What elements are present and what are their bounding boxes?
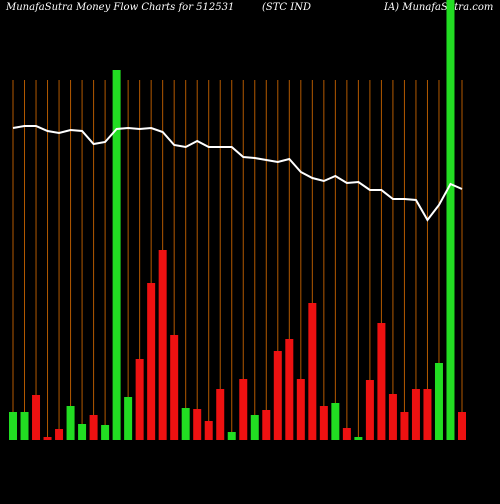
bar xyxy=(377,323,386,440)
bar xyxy=(400,412,409,440)
bar xyxy=(365,380,374,440)
bar xyxy=(308,303,317,440)
bar xyxy=(55,429,64,440)
bar xyxy=(216,389,225,440)
bar xyxy=(227,432,236,440)
bar xyxy=(446,0,455,440)
bar xyxy=(193,409,202,440)
bar xyxy=(331,403,340,440)
bar xyxy=(170,335,179,440)
bar xyxy=(66,406,75,440)
bar xyxy=(319,406,328,440)
bar xyxy=(158,250,167,440)
bar xyxy=(342,428,351,440)
bar xyxy=(101,425,110,440)
bar xyxy=(78,424,87,440)
bar xyxy=(411,389,420,440)
bar xyxy=(262,410,271,440)
chart-source: IA) MunafaSutra.com xyxy=(383,2,493,13)
bar xyxy=(250,415,259,440)
bar xyxy=(20,412,29,440)
bar xyxy=(434,363,443,440)
bar xyxy=(32,395,41,440)
bar xyxy=(135,359,144,440)
chart-subtitle: (STC IND xyxy=(262,2,311,13)
bar xyxy=(112,70,121,440)
bar xyxy=(273,351,282,440)
bar xyxy=(124,397,133,440)
chart-title: MunafaSutra Money Flow Charts for 512531 xyxy=(5,2,234,13)
bar xyxy=(181,408,190,440)
bar xyxy=(204,421,213,440)
bar xyxy=(296,379,305,440)
bar xyxy=(458,412,466,440)
bar xyxy=(239,379,248,440)
bar xyxy=(9,412,17,440)
bar xyxy=(354,437,363,440)
bar xyxy=(423,389,432,440)
bar xyxy=(43,437,52,440)
bar xyxy=(89,415,98,440)
bar xyxy=(147,283,156,440)
bar xyxy=(285,339,294,440)
bar xyxy=(388,394,397,440)
money-flow-line xyxy=(12,125,463,222)
